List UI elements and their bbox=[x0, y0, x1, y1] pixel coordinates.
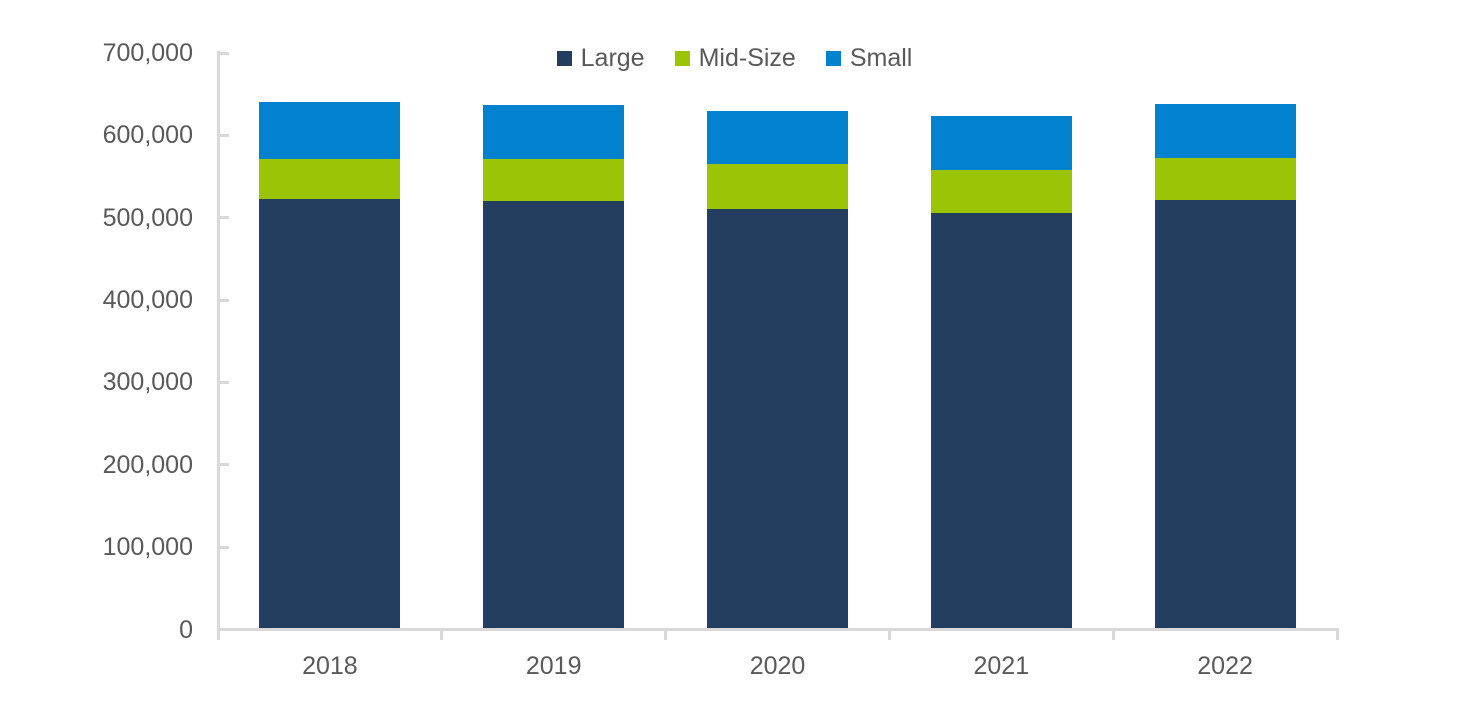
legend-label: Small bbox=[849, 44, 913, 72]
x-axis-label: 2020 bbox=[749, 652, 806, 680]
bar-segment-small-2020 bbox=[707, 110, 848, 165]
bar-segment-large-2018 bbox=[259, 198, 401, 630]
y-axis-label: 600,000 bbox=[102, 121, 193, 150]
legend-swatch-icon bbox=[825, 50, 841, 66]
y-axis-tick bbox=[219, 380, 229, 384]
legend-item-large: Large bbox=[556, 42, 645, 74]
bar-segment-large-2021 bbox=[930, 212, 1072, 630]
x-axis-label: 2019 bbox=[525, 652, 582, 680]
bar-segment-mid-size-2022 bbox=[1154, 158, 1296, 200]
y-axis-tick bbox=[219, 298, 229, 302]
y-axis-line bbox=[216, 51, 220, 640]
y-axis-label: 100,000 bbox=[102, 533, 193, 562]
x-axis-tick bbox=[664, 631, 668, 640]
legend-item-mid-size: Mid-Size bbox=[674, 42, 796, 74]
y-axis-label: 0 bbox=[179, 615, 193, 644]
x-axis-tick bbox=[216, 631, 220, 640]
x-axis-tick bbox=[1111, 631, 1115, 640]
bar-segment-small-2021 bbox=[930, 115, 1072, 170]
y-axis-tick bbox=[219, 133, 229, 137]
legend-swatch-icon bbox=[674, 50, 690, 66]
bar-segment-mid-size-2021 bbox=[930, 169, 1072, 213]
bar-segment-small-2022 bbox=[1154, 104, 1296, 159]
bar-segment-mid-size-2020 bbox=[707, 164, 848, 210]
x-axis-tick bbox=[440, 631, 444, 640]
x-axis-line bbox=[216, 628, 1339, 631]
y-axis-label: 200,000 bbox=[102, 450, 193, 479]
y-axis-label: 500,000 bbox=[102, 203, 193, 232]
bar-segment-small-2019 bbox=[483, 104, 625, 160]
legend-swatch-icon bbox=[556, 50, 572, 66]
y-axis-label: 700,000 bbox=[102, 39, 193, 67]
x-axis-tick bbox=[1335, 631, 1339, 640]
legend-item-small: Small bbox=[825, 42, 913, 74]
bar-segment-large-2019 bbox=[483, 201, 625, 630]
bar-segment-large-2020 bbox=[707, 209, 848, 630]
y-axis-tick bbox=[219, 216, 229, 220]
y-axis-tick bbox=[219, 51, 229, 55]
bar-segment-large-2022 bbox=[1154, 199, 1296, 630]
bar-segment-small-2018 bbox=[259, 101, 401, 160]
x-axis-label: 2021 bbox=[973, 652, 1030, 680]
x-axis-label: 2022 bbox=[1197, 652, 1253, 680]
y-axis-label: 300,000 bbox=[102, 368, 193, 397]
x-axis-label: 2018 bbox=[302, 652, 358, 680]
y-axis-tick bbox=[219, 463, 229, 467]
chart-legend: Large Mid-Size Small bbox=[0, 42, 1469, 74]
legend-label: Large bbox=[580, 44, 645, 72]
y-axis-label: 400,000 bbox=[102, 286, 193, 315]
x-axis-tick bbox=[887, 631, 891, 640]
bar-segment-mid-size-2018 bbox=[259, 159, 401, 199]
y-axis-tick bbox=[219, 545, 229, 549]
bar-segment-mid-size-2019 bbox=[483, 159, 625, 202]
legend-label: Mid-Size bbox=[698, 44, 796, 72]
